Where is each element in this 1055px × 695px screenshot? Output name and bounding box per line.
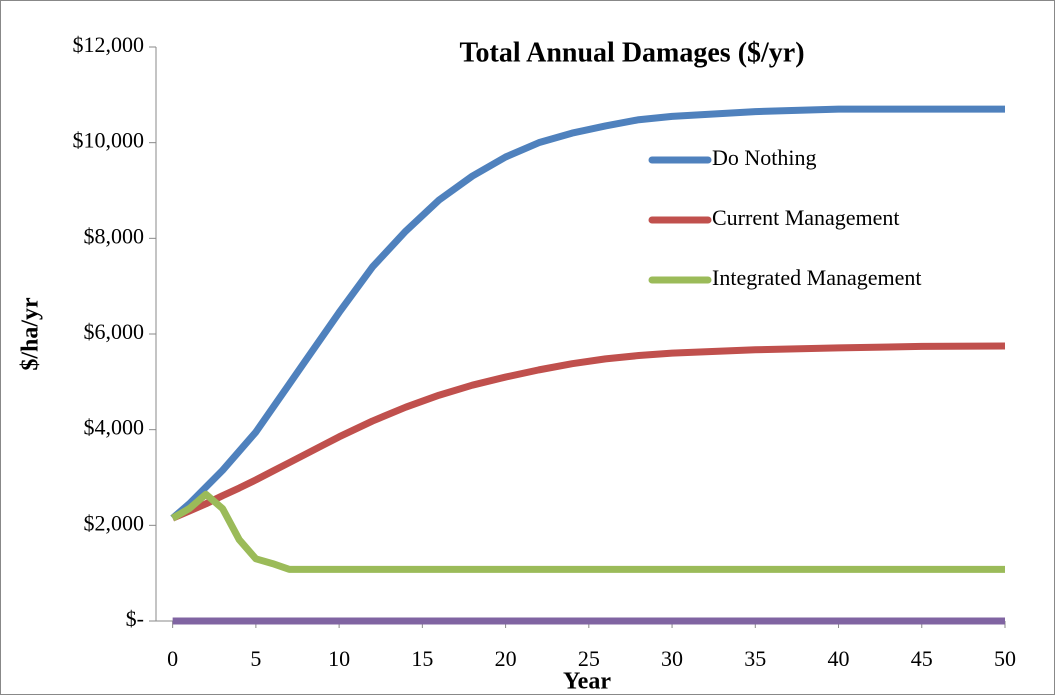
legend-label: Integrated Management <box>712 265 922 290</box>
x-tick-label: 20 <box>495 646 517 671</box>
legend-label: Do Nothing <box>712 145 817 170</box>
y-tick-label: $10,000 <box>73 128 145 153</box>
x-tick-label: 15 <box>411 646 433 671</box>
x-tick-label: 5 <box>250 646 261 671</box>
series-line <box>170 105 1005 521</box>
x-tick-label: 50 <box>994 646 1016 671</box>
y-tick-label: $4,000 <box>84 415 145 440</box>
y-tick-label: $12,000 <box>73 32 145 57</box>
y-tick-label: $2,000 <box>84 510 145 535</box>
x-axis-label: Year <box>563 669 611 695</box>
x-tick-label: 10 <box>328 646 350 671</box>
y-tick-label: $8,000 <box>84 223 145 248</box>
x-tick-label: 0 <box>167 646 178 671</box>
x-tick-label: 40 <box>828 646 850 671</box>
chart-title: Total Annual Damages ($/yr) <box>459 37 804 68</box>
y-tick-label: $6,000 <box>84 319 145 344</box>
y-axis-label: $/ha/yr <box>18 297 44 371</box>
y-tick-label: $- <box>126 606 144 631</box>
series-line <box>171 342 1006 522</box>
x-tick-label: 45 <box>911 646 933 671</box>
x-tick-label: 25 <box>578 646 600 671</box>
series-line <box>170 490 1005 573</box>
legend-label: Current Management <box>712 205 900 230</box>
x-tick-label: 30 <box>661 646 683 671</box>
x-tick-label: 35 <box>744 646 766 671</box>
